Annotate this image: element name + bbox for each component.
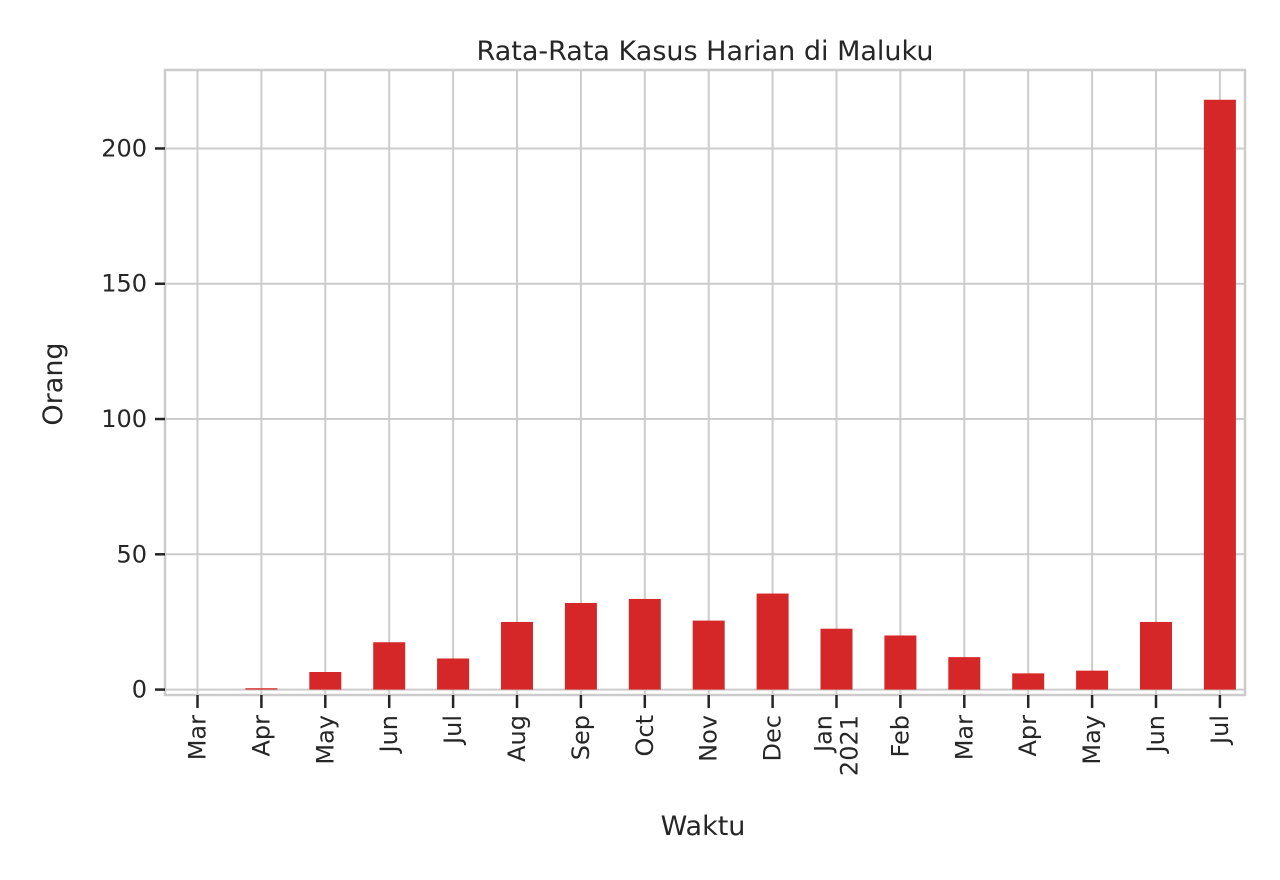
- x-tick-label-line: Apr: [247, 715, 275, 757]
- x-tick-label-line: Sep: [567, 715, 595, 760]
- x-tick-label: Mar: [184, 715, 212, 760]
- x-tick-label-line: Jan: [810, 715, 838, 754]
- bar: [692, 620, 725, 690]
- bar: [756, 593, 789, 690]
- x-tick-label-line: Aug: [503, 715, 531, 762]
- x-tick-label-line: Jul: [439, 715, 467, 746]
- x-tick-label: Dec: [759, 715, 787, 761]
- y-axis-ticks: 0 50 100 150 200: [101, 134, 165, 704]
- x-tick-label: Sep: [567, 715, 595, 760]
- bars: [181, 99, 1236, 690]
- x-tick-label: Jul: [1206, 715, 1234, 746]
- x-tick-label: Apr: [1014, 715, 1042, 757]
- x-axis-label: Waktu: [661, 811, 746, 842]
- x-tick-label-line: Nov: [695, 715, 723, 762]
- x-tick-label-line: May: [311, 715, 339, 765]
- x-tick-label: Jun: [375, 715, 403, 755]
- x-tick-label: Feb: [886, 715, 914, 758]
- x-tick-label: May: [1078, 715, 1106, 765]
- x-tick-label: May: [311, 715, 339, 765]
- x-tick-label-line: Oct: [631, 715, 659, 757]
- bar: [820, 628, 853, 690]
- x-tick-label: Apr: [247, 715, 275, 757]
- bar: [1012, 673, 1045, 690]
- x-tick-label-line: Dec: [759, 715, 787, 761]
- y-tick-label: 100: [101, 405, 147, 433]
- bar: [309, 672, 342, 690]
- chart-title: Rata-Rata Kasus Harian di Maluku: [477, 36, 934, 67]
- bar: [1076, 670, 1109, 690]
- bar: [564, 603, 597, 690]
- x-tick-label: Oct: [631, 715, 659, 757]
- x-tick-label: Mar: [950, 715, 978, 760]
- y-tick-label: 150: [101, 270, 147, 298]
- bar: [437, 658, 470, 690]
- bar: [501, 621, 533, 690]
- x-tick-label-line: Jun: [375, 715, 403, 755]
- x-tick-label-line: 2021: [836, 715, 864, 776]
- x-tick-label-line: Mar: [950, 715, 978, 760]
- bar: [1203, 99, 1236, 690]
- y-tick-label: 200: [101, 134, 147, 162]
- bar: [245, 688, 278, 690]
- x-tick-label: Nov: [695, 715, 723, 762]
- x-tick-label: Jun: [1142, 715, 1170, 755]
- x-tick-label: Jul: [439, 715, 467, 746]
- bar: [884, 635, 917, 690]
- grid-lines: [165, 70, 1245, 695]
- plot-frame: [163, 68, 1247, 697]
- bar: [948, 657, 981, 690]
- x-tick-label-line: Jun: [1142, 715, 1170, 755]
- bar: [373, 642, 406, 690]
- y-tick-label: 0: [132, 676, 147, 704]
- bar: [628, 598, 661, 690]
- bar: [1140, 621, 1172, 690]
- x-tick-label-line: Jul: [1206, 715, 1234, 746]
- y-tick-label: 50: [116, 540, 147, 568]
- x-tick-label: Aug: [503, 715, 531, 762]
- x-tick-label-line: May: [1078, 715, 1106, 765]
- x-tick-label-line: Apr: [1014, 715, 1042, 757]
- x-tick-label-line: Mar: [184, 715, 212, 760]
- x-tick-label-line: Feb: [886, 715, 914, 758]
- y-axis-label: Orang: [38, 342, 69, 425]
